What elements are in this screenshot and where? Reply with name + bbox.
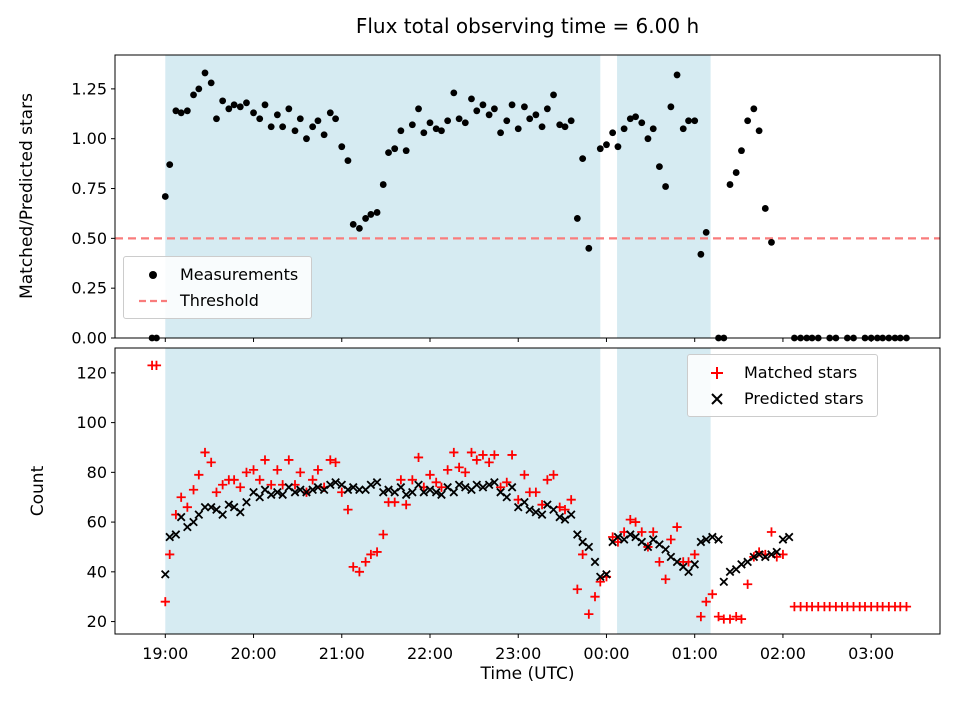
y-tick-label: 40	[87, 562, 107, 581]
y-tick-label: 0.75	[71, 179, 107, 198]
x-tick-label: 20:00	[230, 644, 276, 663]
measurements-dot-icon	[149, 270, 157, 279]
x-tick-label: 03:00	[848, 644, 894, 663]
y-tick-label: 0.00	[71, 329, 107, 348]
bottom-y-axis-label: Count	[28, 465, 48, 517]
x-tick-label: 22:00	[407, 644, 453, 663]
x-axis-label: Time (UTC)	[480, 664, 575, 684]
axes-spine	[114, 54, 941, 339]
predicted-stars-x-icon	[711, 392, 723, 405]
legend-label-threshold: Threshold	[180, 291, 259, 310]
y-tick-label: 0.50	[71, 229, 107, 248]
matched-stars-plus-icon	[711, 366, 723, 379]
legend-item-predicted-stars: Predicted stars	[701, 389, 864, 408]
legend-item-matched-stars: Matched stars	[701, 363, 864, 382]
x-tick-label: 19:00	[142, 644, 188, 663]
series-matched-stars	[147, 360, 912, 624]
x-tick-label: 01:00	[672, 644, 718, 663]
x-tick-label: 00:00	[583, 644, 629, 663]
axes-spine	[114, 347, 941, 635]
top-legend: Measurements Threshold	[123, 256, 313, 319]
y-tick-label: 20	[87, 612, 107, 631]
x-tick-label: 21:00	[319, 644, 365, 663]
x-tick-label: 23:00	[495, 644, 541, 663]
series-measurements	[148, 69, 910, 342]
legend-label-measurements: Measurements	[180, 265, 299, 284]
legend-label-predicted-stars: Predicted stars	[744, 389, 864, 408]
bottom-legend: Matched stars Predicted stars	[687, 354, 878, 417]
chart-title: Flux total observing time = 6.00 h	[355, 14, 700, 38]
top-y-axis-label: Matched/Predicted stars	[17, 93, 37, 299]
series-predicted-stars	[160, 477, 794, 587]
subplot-1: 19:00 20:00 21:00 22:00 23:00 00:00 01:00 02:00…	[76, 347, 941, 663]
y-tick-label: 60	[87, 513, 107, 532]
y-tick-label: 120	[76, 363, 107, 382]
legend-item-measurements: Measurements	[137, 265, 298, 284]
shaded-region	[617, 55, 711, 338]
y-tick-label: 100	[76, 413, 107, 432]
legend-label-matched-stars: Matched stars	[744, 363, 858, 382]
x-tick-label: 02:00	[760, 644, 806, 663]
y-tick-label: 1.25	[71, 79, 107, 98]
y-tick-label: 1.00	[71, 129, 107, 148]
legend-item-threshold: Threshold	[137, 291, 298, 310]
y-tick-label: 0.25	[71, 279, 107, 298]
y-tick-label: 80	[87, 463, 107, 482]
threshold-dashed-line-icon	[139, 299, 167, 302]
